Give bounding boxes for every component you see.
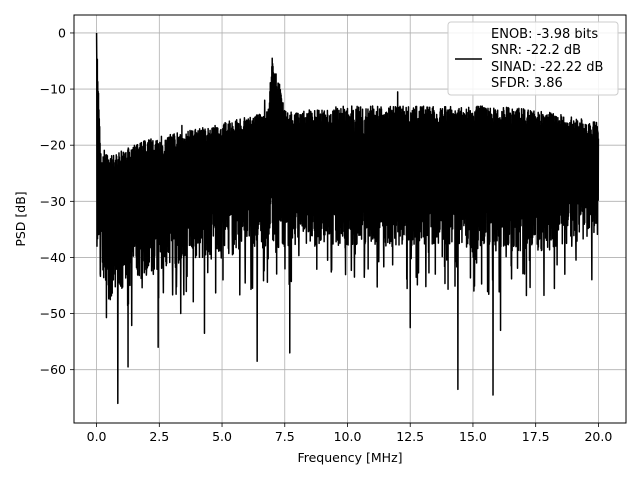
y-tick-label: −20	[40, 138, 66, 153]
legend-line-sfdr: SFDR: 3.86	[491, 76, 563, 91]
y-axis-ticks: 0 −10 −20 −30 −40 −50 −60	[40, 25, 74, 377]
axes-frame	[73, 14, 627, 424]
psd-series-line	[95, 32, 600, 405]
y-tick-label: −50	[40, 306, 66, 321]
y-tick-label: −10	[40, 82, 66, 97]
x-tick-label: 7.5	[275, 429, 295, 444]
y-tick-label: −60	[40, 362, 66, 377]
x-tick-label: 0.0	[87, 429, 107, 444]
y-tick-label: −30	[40, 194, 66, 209]
legend-line-enob: ENOB: -3.98 bits	[491, 27, 598, 42]
plot-area	[95, 32, 600, 405]
x-axis-ticks: 0.0 2.5 5.0 7.5 10.0 12.5 15.0 17.5 20.0	[87, 423, 612, 444]
x-tick-label: 10.0	[334, 429, 362, 444]
x-tick-label: 2.5	[149, 429, 169, 444]
y-tick-label: 0	[58, 25, 66, 40]
y-tick-label: −40	[40, 250, 66, 265]
x-tick-label: 5.0	[212, 429, 232, 444]
legend: ENOB: -3.98 bits SNR: -22.2 dB SINAD: -2…	[447, 21, 619, 96]
x-tick-label: 12.5	[396, 429, 424, 444]
x-tick-label: 17.5	[522, 429, 550, 444]
legend-line-snr: SNR: -22.2 dB	[491, 43, 581, 58]
x-axis-label: Frequency [MHz]	[297, 450, 402, 465]
legend-line-sinad: SINAD: -22.22 dB	[491, 60, 603, 75]
legend-box	[447, 21, 619, 96]
x-tick-label: 15.0	[459, 429, 487, 444]
x-tick-label: 20.0	[584, 429, 612, 444]
y-axis-label: PSD [dB]	[13, 191, 28, 246]
